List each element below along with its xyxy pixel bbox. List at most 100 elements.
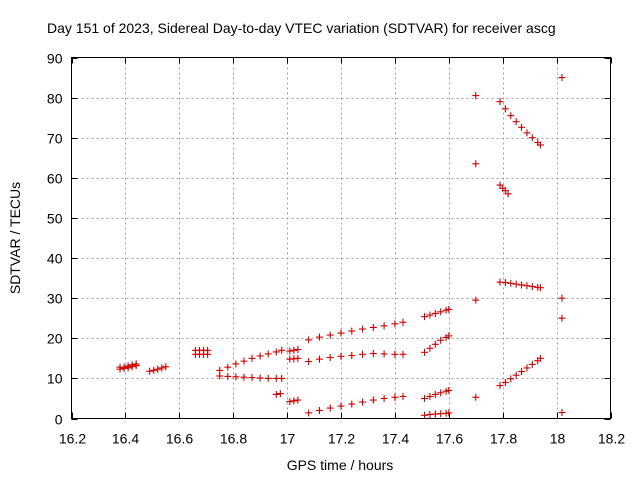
data-point-arc-24-3 [558,408,566,416]
x-tick-label: 16.8 [220,431,247,447]
data-point-arc-6-6 [264,350,272,358]
data-point-arc-23-2 [507,375,515,383]
data-point-arc-12-5 [359,325,367,333]
data-point-arc-23-1 [501,378,509,386]
data-point-arc-22-5 [523,282,531,290]
data-point-arc-11-2 [294,396,302,404]
data-point-arc-14-7 [380,394,388,402]
data-point-arc-22-6 [528,283,536,291]
data-point-arc-17-1 [426,392,434,400]
data-point-arc-22-3 [512,280,520,288]
x-tick-label: 17.8 [490,431,517,447]
data-point-arc-7-4 [248,374,256,382]
data-point-arc-2-2 [124,364,132,372]
data-point-arc-7-5 [256,374,264,382]
data-point-arc-12-0 [305,336,313,344]
data-point-arc-13-2 [326,354,334,362]
data-point-arc-20-8 [536,141,544,149]
x-tick-label: 18 [550,431,566,447]
data-point-arc-14-1 [315,406,323,414]
y-tick-label: 20 [47,331,63,347]
data-point-arc-2-0 [116,363,124,371]
data-point-arc-20-2 [507,112,515,120]
data-point-arc-11-0 [286,398,294,406]
data-point-arc-14-0 [305,409,313,417]
data-point-arc-6-8 [278,346,286,354]
data-point-arc-24-0 [558,74,566,82]
data-point-arc-22-4 [518,281,526,289]
y-tick-label: 80 [47,91,63,107]
data-points [116,74,566,419]
data-point-arc-19-1 [472,160,480,168]
data-point-arc-20-1 [501,105,509,113]
data-point-arc-6-7 [272,348,280,356]
data-point-arc-17-5 [445,386,453,394]
data-point-arc-16-1 [426,344,434,352]
data-point-arc-22-2 [507,279,515,287]
data-point-arc-19-2 [472,296,480,304]
data-point-arc-6-4 [248,354,256,362]
x-tick-label: 16.4 [112,431,139,447]
data-point-arc-20-4 [518,123,526,131]
data-point-arc-14-6 [369,396,377,404]
y-tick-label: 60 [47,171,63,187]
data-point-arc-15-0 [421,313,429,321]
data-point-arc-13-7 [380,350,388,358]
x-tick-label: 17.6 [436,431,463,447]
data-point-arc-3-1 [150,366,158,374]
data-point-arc-16-0 [421,348,429,356]
axis-ticks [71,57,612,420]
data-point-arc-6-2 [232,360,240,368]
data-point-arc-16-3 [437,336,445,344]
data-point-arc-13-6 [369,350,377,358]
data-point-arc-13-4 [348,352,356,360]
data-point-arc-7-2 [232,373,240,381]
data-point-arc-3-0 [146,367,154,375]
data-point-arc-16-5 [445,332,453,340]
data-point-arc-20-3 [512,118,520,126]
data-point-arc-14-9 [399,392,407,400]
data-point-arc-23-8 [536,354,544,362]
data-point-arc-18-0 [421,411,429,419]
data-point-arc-3-2 [154,365,162,373]
data-point-arc-15-1 [426,311,434,319]
data-point-arc-6-3 [240,357,248,365]
data-point-arc-12-3 [337,329,345,337]
data-point-arc-17-2 [431,390,439,398]
data-point-arc-13-5 [359,350,367,358]
x-tick-label: 16.6 [166,431,193,447]
data-point-arc-20-6 [528,134,536,142]
data-point-arc-14-2 [326,404,334,412]
data-point-arc-9-2 [294,346,302,354]
x-tick-label: 17 [280,431,296,447]
x-tick-labels: 16.2 16.4 16.6 16.8 17 17.2 17.4 17.6 17.8 18 18.2 [59,431,625,447]
y-tick-labels: 0 10 20 30 40 50 60 70 80 90 [47,51,63,428]
data-point-arc-13-1 [315,355,323,363]
data-point-arc-7-3 [240,373,248,381]
y-tick-label: 70 [47,131,63,147]
data-point-arc-13-8 [391,350,399,358]
data-point-arc-6-1 [224,363,232,371]
data-point-arc-15-3 [437,308,445,316]
x-tick-label: 16.2 [59,431,86,447]
data-point-arc-23-3 [512,371,520,379]
data-point-arc-2-4 [132,362,140,370]
data-point-arc-8-0 [272,390,280,398]
data-point-arc-14-4 [348,400,356,408]
data-point-arc-3-4 [162,363,170,371]
data-point-arc-7-8 [278,374,286,382]
data-point-arc-7-6 [264,374,272,382]
data-point-arc-22-8 [536,284,544,292]
plot-frame [71,57,611,419]
data-point-arc-7-0 [216,372,224,380]
data-point-arc-7-1 [224,372,232,380]
y-axis-title: SDTVAR / TECUs [7,182,23,294]
data-point-arc-23-5 [523,364,531,372]
data-point-arc-24-2 [558,314,566,322]
data-point-arc-23-0 [496,382,504,390]
data-point-arc-5-3 [204,350,212,358]
data-point-arc-15-5 [445,305,453,313]
data-point-arc-8-1 [276,390,284,398]
data-point-arc-18-5 [445,409,453,417]
grid-lines [71,57,611,419]
